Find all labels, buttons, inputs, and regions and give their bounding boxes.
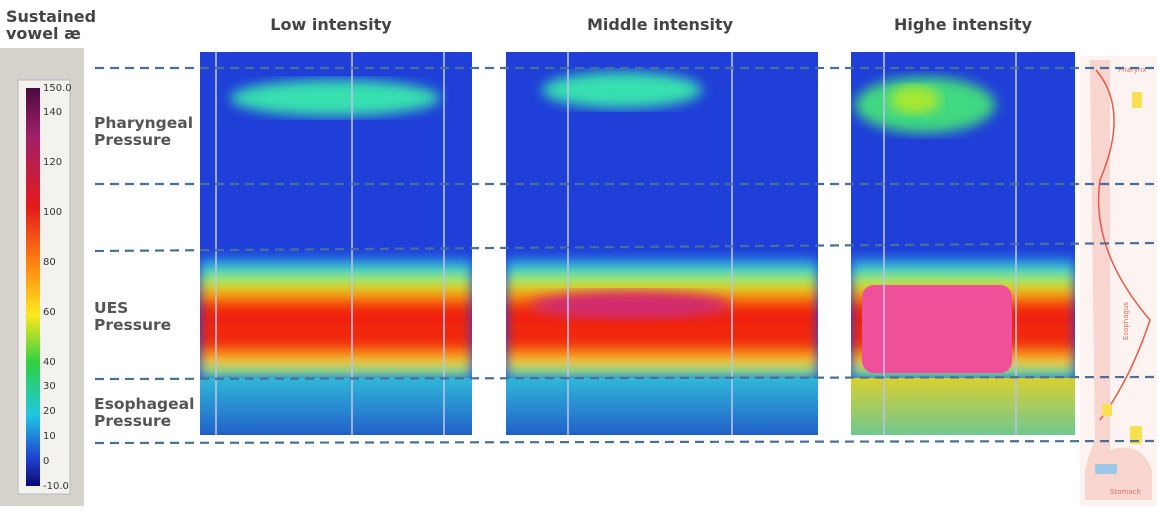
anatomy-label: Pharynx (1118, 66, 1147, 74)
colorbar-label: 30 (43, 381, 56, 392)
colorbar-label: -10.0 (43, 481, 69, 492)
anatomy-label: Stomach (1110, 488, 1141, 496)
colorbar-label: 20 (43, 406, 56, 417)
colorbar-label: 40 (43, 357, 56, 368)
anatomy-label: Esophagus (1122, 302, 1130, 340)
divider (94, 241, 1157, 253)
divider (94, 439, 1157, 445)
colorbar-label: 60 (43, 307, 56, 318)
panel-title: Highe intensity (894, 15, 1033, 34)
colorbar-label: 10 (43, 431, 56, 442)
legend-title: vowel æ (6, 24, 81, 43)
region-label: Pressure (94, 316, 171, 334)
colorbar-label: 80 (43, 257, 56, 268)
panel-title: Low intensity (270, 15, 392, 34)
colorbar-label: 0 (43, 456, 49, 467)
region-label: Pharyngeal (94, 114, 193, 132)
colorbar-label: 100 (43, 207, 62, 218)
region-label: Esophageal (94, 395, 194, 413)
legend-title: Sustained (6, 7, 96, 26)
heatmap-low (200, 52, 472, 435)
region-label: UES (94, 299, 128, 317)
colorbar-label: 150.0 (43, 83, 72, 94)
divider (94, 375, 1157, 381)
panel-title: Middle intensity (587, 15, 734, 34)
heatmap-high (851, 52, 1075, 435)
colorbar (26, 88, 40, 486)
heatmap-middle (506, 52, 818, 435)
region-label: Pressure (94, 412, 171, 430)
region-label: Pressure (94, 131, 171, 149)
colorbar-label: 140 (43, 107, 62, 118)
anatomy-plot: Pharynx Esophagus Stomach (1080, 56, 1157, 506)
colorbar-label: 120 (43, 157, 62, 168)
